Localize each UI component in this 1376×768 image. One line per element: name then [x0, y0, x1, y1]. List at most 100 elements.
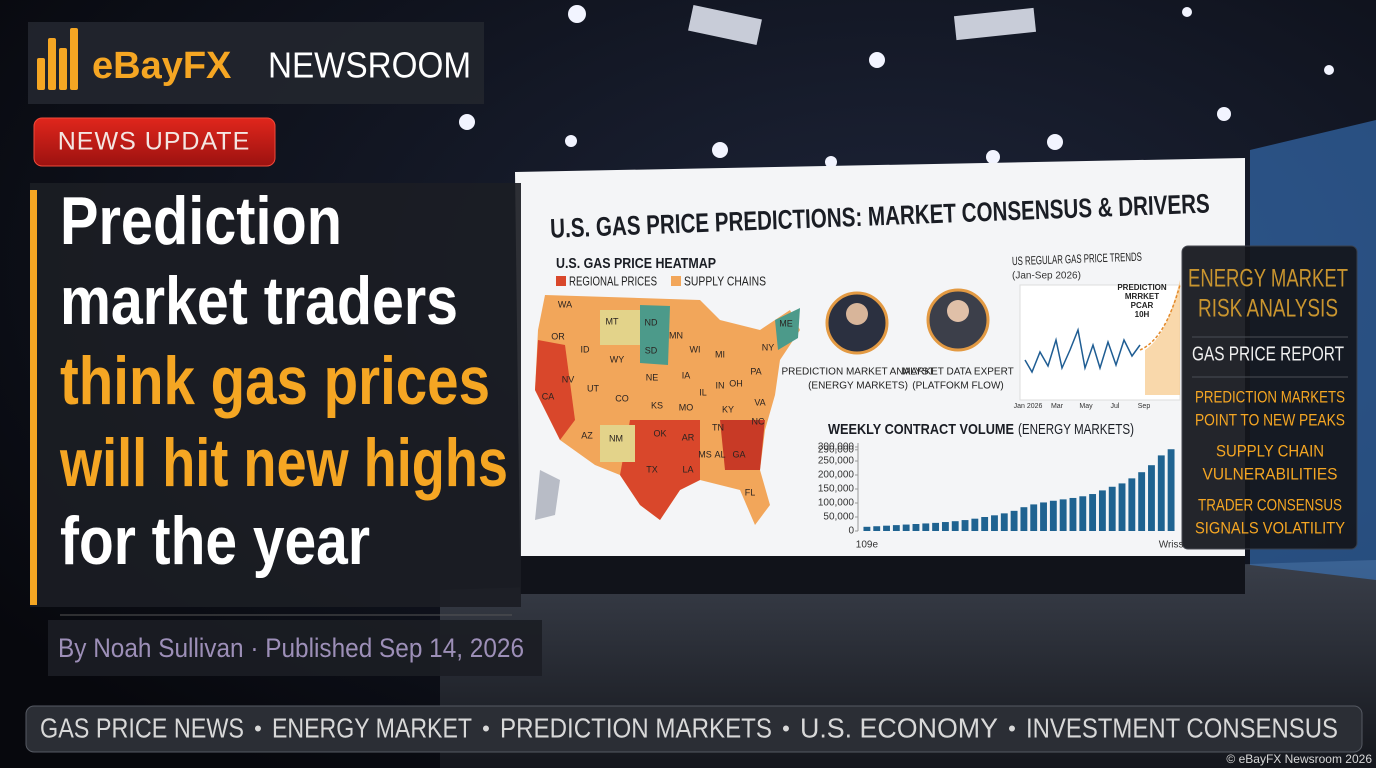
state-label: NV — [562, 374, 575, 384]
badge-text: NEWS UPDATE — [58, 128, 251, 156]
bar — [1049, 500, 1057, 531]
state-label: IN — [716, 380, 725, 390]
logo-bar — [70, 28, 78, 90]
headline-line: Prediction — [60, 183, 342, 259]
y-tick-label: 0 — [848, 526, 854, 537]
y-tick-label: 150,000 — [818, 484, 855, 495]
light — [459, 114, 475, 130]
side-item: TRADER CONSENSUS — [1198, 495, 1342, 514]
trend-annotation: MRRKET — [1125, 292, 1159, 301]
map-region — [620, 420, 700, 520]
ticker-separator: • — [1008, 716, 1016, 741]
state-label: MI — [715, 349, 725, 359]
state-label: IL — [699, 387, 707, 397]
bar-chart-subtitle: (ENERGY MARKETS) — [1018, 421, 1134, 438]
light-panel — [953, 7, 1037, 41]
bar — [932, 522, 940, 531]
bar — [873, 526, 881, 531]
headline-line: for the year — [60, 503, 370, 579]
map-region — [535, 340, 575, 440]
state-label: OR — [551, 331, 565, 341]
alaska — [535, 470, 560, 520]
copyright: © eBayFX Newsroom 2026 — [1226, 752, 1372, 766]
bar — [1040, 502, 1047, 531]
trend-annotation: 10H — [1135, 310, 1150, 319]
bar — [1089, 494, 1097, 531]
headline-panel — [30, 183, 521, 607]
y-tick-label: 200,000 — [818, 470, 855, 481]
legend-swatch — [671, 276, 681, 286]
state-label: ME — [779, 318, 793, 328]
heatmap-title: U.S. GAS PRICE HEATMAP — [556, 255, 716, 272]
legend-swatch — [556, 276, 566, 286]
bar — [902, 524, 910, 531]
headline-line: market traders — [60, 263, 458, 339]
bar — [1079, 496, 1087, 531]
side-title: ENERGY MARKET — [1188, 265, 1348, 293]
state-label: AR — [682, 432, 695, 442]
bar — [1030, 504, 1038, 531]
state-label: MT — [606, 316, 619, 326]
bar — [1108, 486, 1116, 531]
logo-box — [28, 22, 484, 104]
state-label: NC — [752, 416, 765, 426]
state-label: NE — [646, 372, 659, 382]
bar — [1118, 483, 1126, 531]
brand-suffix: NEWSROOM — [268, 45, 471, 86]
bar — [1098, 490, 1106, 531]
side-item: PREDICTION MARKETS — [1195, 387, 1345, 406]
ticker-separator: • — [254, 716, 262, 741]
trend-x-label: Jul — [1111, 403, 1120, 410]
analyst-face — [846, 303, 868, 325]
state-label: AL — [714, 449, 725, 459]
x-tick-label: Wriss — [1159, 540, 1184, 551]
bar — [1059, 499, 1067, 531]
light — [869, 52, 885, 68]
bar — [912, 524, 920, 531]
bar — [922, 523, 930, 531]
state-label: OK — [653, 428, 666, 438]
trend-x-label: May — [1079, 403, 1093, 410]
state-label: NY — [762, 342, 775, 352]
ticker-item: PREDICTION MARKETS — [500, 712, 772, 743]
bar — [1167, 449, 1175, 531]
brand: eBayFX — [92, 45, 232, 87]
trend-chart — [1019, 280, 1181, 401]
ticker-separator: • — [482, 716, 490, 741]
map-region — [720, 420, 765, 470]
side-item: VULNERABILITIES — [1203, 464, 1338, 483]
map-region — [600, 310, 640, 345]
light — [568, 5, 586, 23]
bar — [961, 520, 969, 531]
side-panel — [1181, 245, 1358, 550]
state-label: WY — [610, 354, 625, 364]
map-region — [775, 308, 800, 350]
bar — [951, 521, 959, 531]
state-label: ND — [645, 317, 658, 327]
legend-label: SUPPLY CHAINS — [684, 273, 766, 288]
bar — [1128, 478, 1136, 531]
side-item: POINT TO NEW PEAKS — [1195, 410, 1345, 429]
bar — [1138, 472, 1146, 531]
side-item: SIGNALS VOLATILITY — [1195, 518, 1345, 537]
bar — [991, 515, 998, 531]
bar — [941, 522, 949, 531]
light — [1047, 134, 1063, 150]
light — [1182, 7, 1192, 17]
state-label: WI — [690, 344, 701, 354]
logo-bar — [48, 38, 56, 90]
trend-x-label: Sep — [1138, 403, 1151, 410]
bar — [883, 525, 890, 531]
state-label: ID — [581, 344, 591, 354]
state-label: NM — [609, 433, 623, 443]
bar — [1157, 455, 1165, 531]
bar — [971, 518, 979, 531]
legend-label: REGIONAL PRICES — [569, 273, 657, 288]
stage-lights — [459, 5, 1334, 168]
logo-bar — [37, 58, 45, 90]
state-label: FL — [745, 487, 756, 497]
trend-title: US REGULAR GAS PRICE TRENDS — [1012, 250, 1142, 269]
logo-icon — [37, 28, 78, 90]
x-tick-label: 109e — [856, 540, 879, 551]
